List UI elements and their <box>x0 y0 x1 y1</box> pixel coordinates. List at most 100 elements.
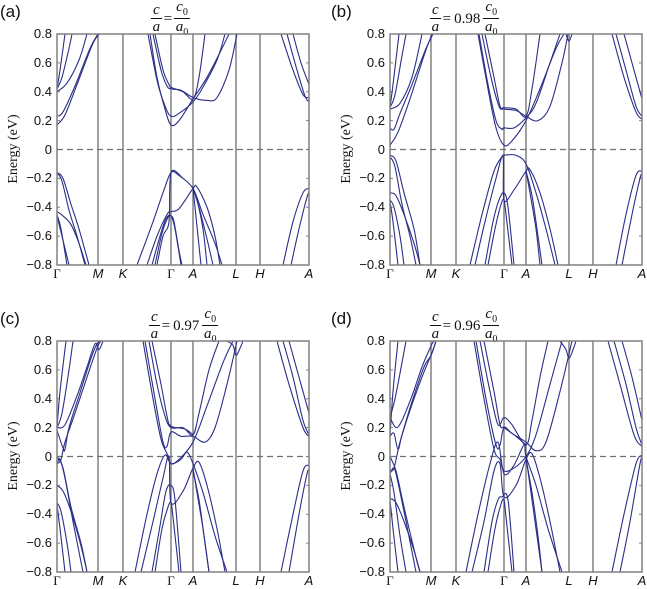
x-tick-label-a: A <box>304 266 314 281</box>
panel-c: (c) c a = 0.97 c0 a0 Energy (eV) 0.8 0.6 0… <box>0 295 323 589</box>
x-tick-label-h: H <box>255 573 265 588</box>
y-tick-label: −0.4 <box>26 199 52 215</box>
band-line-vb2 <box>57 172 86 265</box>
title-rhs-fraction: c0 a0 <box>483 306 500 345</box>
band-structure-plot <box>389 340 643 573</box>
band-line-vb3 <box>57 211 87 265</box>
band-line-vbG3 <box>151 484 182 572</box>
band-line-vbH1 <box>611 454 642 572</box>
title-lhs-denominator: a <box>150 326 159 342</box>
y-tick-label: 0.2 <box>33 419 52 435</box>
x-tick-label-gamma: Γ <box>386 266 394 281</box>
x-tick-label-k: K <box>118 266 128 281</box>
y-tick-label: 0 <box>377 141 385 157</box>
title-lhs-numerator: c <box>430 309 441 326</box>
band-curves <box>57 341 309 572</box>
title-lhs-fraction: c a <box>430 310 441 342</box>
y-tick-label: 0.4 <box>366 390 385 406</box>
band-line-vbG4 <box>154 501 180 572</box>
x-tick-label-m: M <box>425 573 437 588</box>
band-line-cb1 <box>390 341 437 472</box>
x-tick-label-a: A <box>188 266 198 281</box>
band-line-cbG1 <box>473 341 563 472</box>
band-line-vbH1 <box>615 170 642 265</box>
panel-label: (d) <box>331 309 352 328</box>
band-line-cb2 <box>57 34 99 117</box>
y-tick-label: −0.4 <box>359 506 385 522</box>
title-lhs-numerator: c <box>430 2 441 19</box>
band-line-cbL <box>226 341 244 356</box>
band-line-vbG4 <box>487 198 513 265</box>
y-tick-label: −0.6 <box>359 535 385 551</box>
band-line-vb3 <box>390 497 421 572</box>
title-coefficient: 0.97 <box>173 317 200 334</box>
title-lhs-denominator: a <box>431 326 440 342</box>
y-tick-label: 0.4 <box>33 390 52 406</box>
band-line-cbA1 <box>607 341 642 447</box>
band-line-vbG2 <box>471 451 561 572</box>
band-line-vbA2 <box>192 188 214 265</box>
band-line-cbG2 <box>478 34 561 131</box>
panel-label: (b) <box>331 2 352 21</box>
y-tick-label: 0.8 <box>33 333 52 348</box>
x-tick-label-gamma: Γ <box>167 266 175 281</box>
band-line-vbG2 <box>474 155 559 265</box>
band-line-vbA2 <box>525 459 543 572</box>
band-line-cb2 <box>390 341 437 450</box>
x-tick-label-h: H <box>588 573 598 588</box>
band-line-cb3 <box>57 341 104 429</box>
title-rhs-numerator: c0 <box>202 306 219 326</box>
band-line-vb4 <box>390 199 405 265</box>
x-tick-label-m: M <box>425 266 437 281</box>
title-lhs-fraction: c a <box>430 3 441 35</box>
x-tick-label-gamma: Γ <box>500 266 508 281</box>
band-line-vbG4 <box>154 214 183 265</box>
band-line-cbA3 <box>292 34 309 85</box>
panel-a: (a) c a = c0 a0 Energy (eV) 0.8 0.6 0.4 0.2… <box>0 0 323 294</box>
x-tick-label-h: H <box>255 266 265 281</box>
y-tick-label: 0.4 <box>366 83 385 99</box>
band-line-cbG3 <box>479 341 549 446</box>
y-tick-label: −0.2 <box>26 477 52 493</box>
panel-title: c a = 0.96 c0 a0 <box>429 307 500 345</box>
band-line-cbA3 <box>621 341 642 421</box>
y-tick-label: −0.6 <box>26 535 52 551</box>
band-line-vbA2 <box>192 470 210 572</box>
y-tick-label: −0.8 <box>359 257 385 272</box>
y-tick-label: 0.8 <box>366 26 385 41</box>
band-line-cb2 <box>390 34 434 131</box>
title-rhs-fraction: c0 a0 <box>174 0 190 38</box>
x-tick-label-m: M <box>92 266 104 281</box>
band-line-cbG4 <box>483 341 527 446</box>
title-rhs-denominator: a0 <box>484 326 498 345</box>
x-tick-label-l: L <box>565 266 573 281</box>
panel-title: c a = 0.97 c0 a0 <box>148 307 219 345</box>
band-line-vbA1 <box>525 171 541 265</box>
band-line-vbG4 <box>487 498 513 572</box>
band-line-vbG2 <box>146 184 221 265</box>
title-coefficient: 0.98 <box>454 10 481 27</box>
x-tick-label-k: K <box>451 573 461 588</box>
x-tick-label-a: A <box>188 573 198 588</box>
y-tick-label: 0.8 <box>33 26 52 41</box>
panel-b: (b) c a = 0.98 c0 a0 Energy (eV) 0.8 0.6 0… <box>331 0 647 294</box>
band-line-cb4 <box>57 34 73 90</box>
y-tick-label: −0.8 <box>26 564 52 579</box>
y-tick-label: 0.2 <box>33 112 52 128</box>
band-line-vbG1 <box>469 154 556 265</box>
y-tick-label: −0.6 <box>26 228 52 244</box>
title-lhs-fraction: c a <box>149 310 160 342</box>
band-line-cbG4 <box>154 34 206 100</box>
band-curves <box>390 341 642 572</box>
band-curves <box>57 34 309 265</box>
y-tick-label: 0.2 <box>366 112 385 128</box>
x-tick-label-k: K <box>451 266 461 281</box>
band-structure-plot <box>56 340 310 573</box>
band-line-vbG2 <box>140 455 226 572</box>
axes-frame <box>56 340 310 573</box>
y-tick-label: 0.6 <box>33 54 52 70</box>
title-rhs-numerator: c0 <box>483 306 500 326</box>
title-lhs-denominator: a <box>152 19 161 35</box>
band-line-cbA3 <box>288 341 309 414</box>
title-rhs-denominator: a0 <box>175 19 189 38</box>
